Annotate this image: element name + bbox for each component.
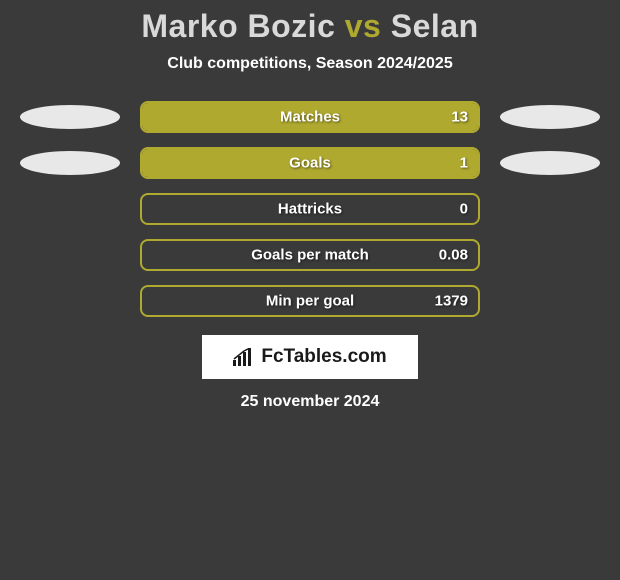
chart-icon — [233, 348, 255, 366]
right-ellipse — [500, 105, 600, 129]
stat-bar: Min per goal 1379 — [140, 285, 480, 317]
stat-label: Matches — [280, 109, 340, 126]
stat-row: Min per goal 1379 — [0, 285, 620, 317]
player2-name: Selan — [391, 8, 479, 44]
stat-value: 13 — [451, 109, 468, 126]
stat-row: Matches 13 — [0, 101, 620, 133]
subtitle: Club competitions, Season 2024/2025 — [0, 55, 620, 73]
right-ellipse — [500, 151, 600, 175]
stat-label: Hattricks — [278, 201, 342, 218]
stat-row: Hattricks 0 — [0, 193, 620, 225]
left-ellipse — [20, 151, 120, 175]
stat-label: Goals per match — [251, 247, 369, 264]
stat-value: 1379 — [435, 293, 468, 310]
logo-text: FcTables.com — [261, 346, 386, 368]
stat-label: Min per goal — [266, 293, 354, 310]
vs-separator: vs — [345, 8, 382, 44]
stat-value: 1 — [460, 155, 468, 172]
stat-row: Goals 1 — [0, 147, 620, 179]
date-label: 25 november 2024 — [0, 393, 620, 411]
stat-value: 0.08 — [439, 247, 468, 264]
stat-bar: Matches 13 — [140, 101, 480, 133]
left-ellipse — [20, 105, 120, 129]
stat-bar: Goals per match 0.08 — [140, 239, 480, 271]
player1-name: Marko Bozic — [141, 8, 335, 44]
stat-value: 0 — [460, 201, 468, 218]
stat-row: Goals per match 0.08 — [0, 239, 620, 271]
stats-list: Matches 13 Goals 1 Hattricks 0 Goals per match… — [0, 101, 620, 317]
stat-bar: Hattricks 0 — [140, 193, 480, 225]
stat-bar: Goals 1 — [140, 147, 480, 179]
logo-box[interactable]: FcTables.com — [202, 335, 418, 379]
stat-label: Goals — [289, 155, 331, 172]
comparison-widget: Marko Bozic vs Selan Club competitions, … — [0, 0, 620, 411]
page-title: Marko Bozic vs Selan — [0, 8, 620, 45]
